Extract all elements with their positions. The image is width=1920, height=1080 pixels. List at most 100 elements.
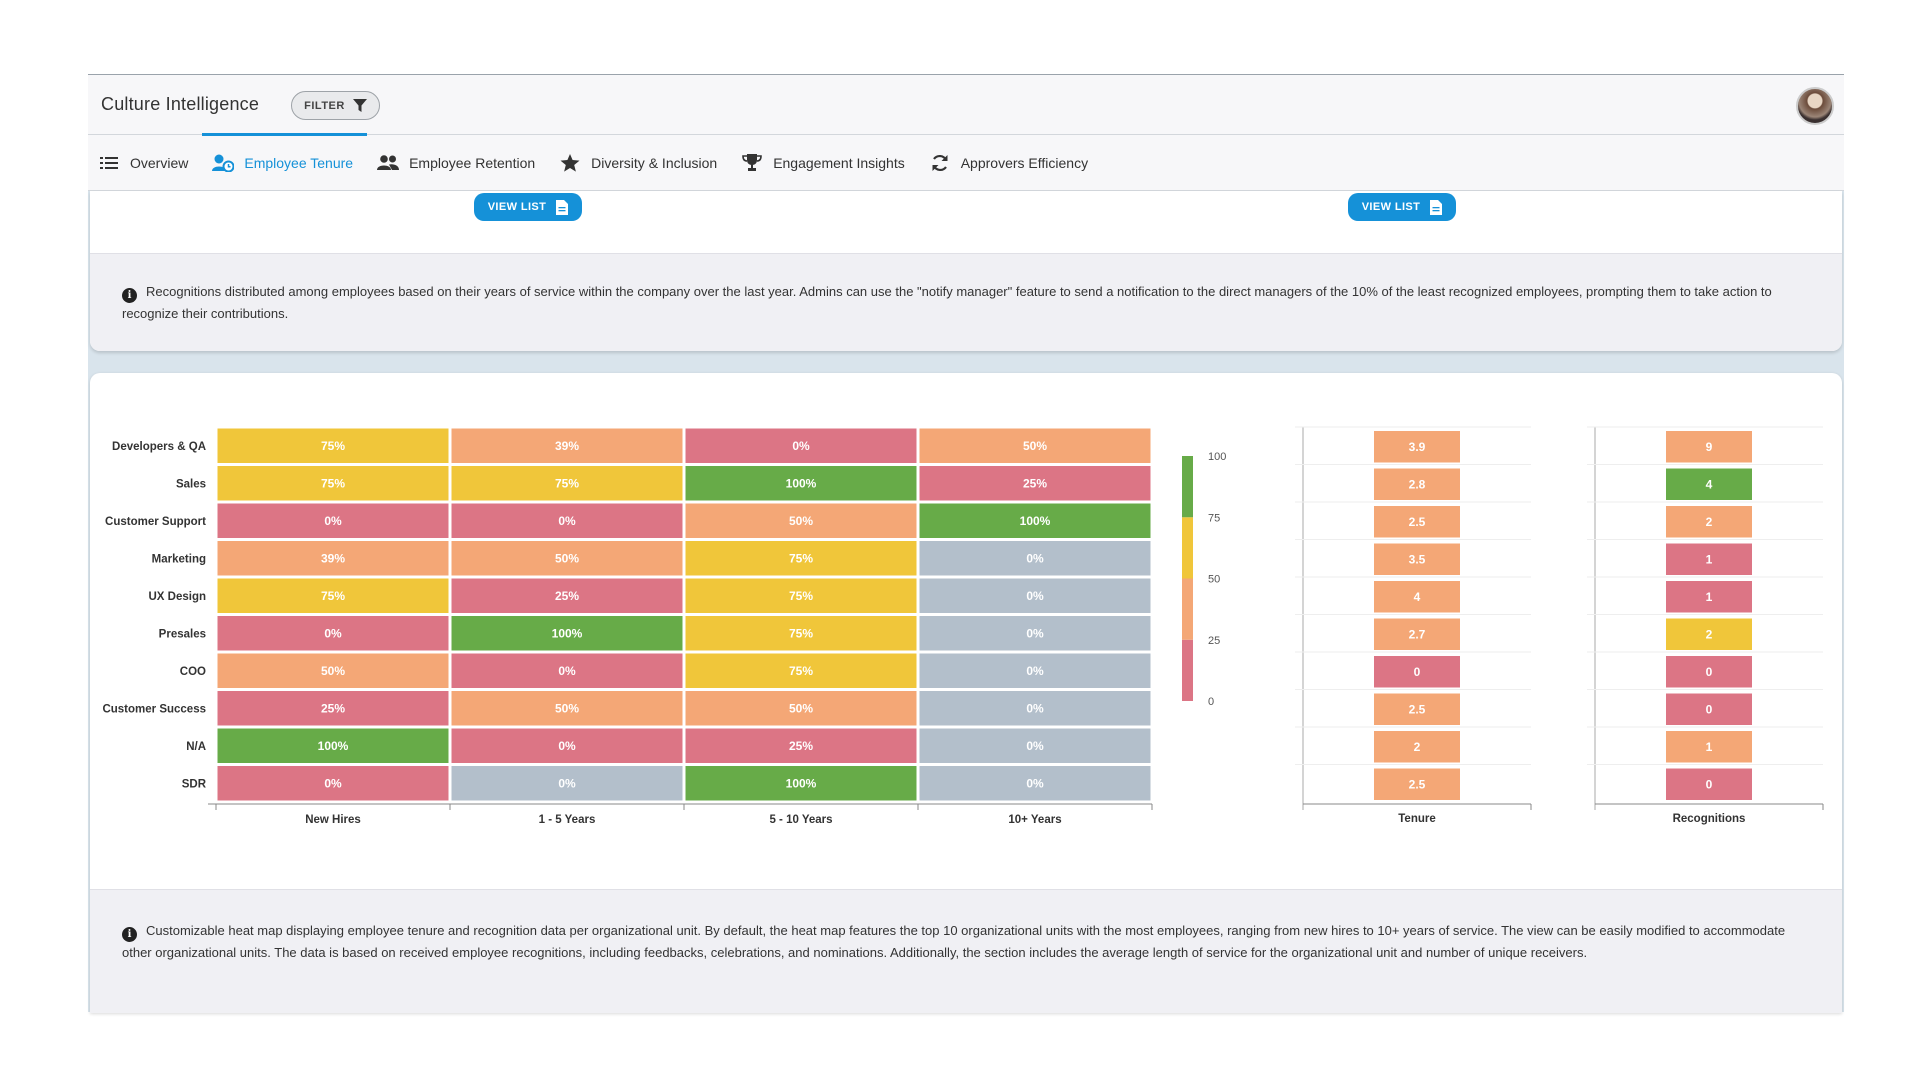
color-scale-tick: 0 [1208,696,1214,708]
heatmap-cell-label: 25% [321,701,345,715]
heatmap-cell [217,691,449,726]
heatmap-cell-label: 75% [789,626,813,640]
heatmap-row-label: N/A [186,741,206,753]
recognitions-column-label: Recognitions [1673,813,1746,825]
heatmap-cell-label: 0% [324,776,342,790]
heatmap-cell [919,691,1151,726]
recognitions-cell-label: 2 [1706,627,1713,641]
recognitions-cell [1666,543,1752,575]
recognitions-cell [1666,506,1752,538]
tab-diversity-inclusion[interactable]: Diversity & Inclusion [549,135,731,191]
heatmap-cell [685,466,917,501]
heatmap-cell [217,616,449,651]
filter-label: FILTER [304,99,345,112]
tenure-cell-label: 3.9 [1409,440,1426,454]
tenure-cell [1374,506,1460,538]
heatmap-cell [919,541,1151,576]
color-scale-tick: 50 [1208,574,1220,586]
heatmap-cell-label: 75% [321,439,345,453]
view-list-button[interactable]: VIEW LIST [1348,193,1456,221]
tenure-summary-card: VIEW LIST VIEW LIST i Recognitions distri… [90,191,1842,351]
color-scale-band [1182,578,1193,640]
info-icon: i [122,927,137,942]
heatmap-cell [919,466,1151,501]
heatmap-row-label: Marketing [152,553,206,565]
heatmap-cell [919,653,1151,688]
list-icon [98,154,120,172]
tenure-cell [1374,618,1460,650]
heatmap-cell [451,428,683,463]
heatmap-cell [451,578,683,613]
view-list-button[interactable]: VIEW LIST [474,193,582,221]
heatmap-cell-label: 100% [786,776,817,790]
heatmap-cell [451,616,683,651]
tenure-cell-label: 3.5 [1409,552,1426,566]
recognitions-cell-label: 0 [1706,777,1713,791]
recognitions-cell [1666,468,1752,500]
tenure-cell-label: 2 [1414,740,1421,754]
heatmap-cell-label: 0% [792,439,810,453]
heatmap-cell-label: 0% [558,664,576,678]
avatar[interactable] [1796,87,1834,125]
heatmap-cell-label: 75% [789,664,813,678]
tab-engagement-insights[interactable]: Engagement Insights [731,135,919,191]
tenure-cell [1374,731,1460,763]
tab-employee-retention[interactable]: Employee Retention [367,135,549,191]
recognitions-cell [1666,431,1752,463]
color-scale-band [1182,517,1193,579]
view-list-label: VIEW LIST [487,201,547,213]
color-scale-tick: 75 [1208,512,1220,524]
tenure-cell [1374,431,1460,463]
heatmap-cell [217,578,449,613]
tenure-info-text: Recognitions distributed among employees… [122,284,1772,321]
heatmap-cell-label: 75% [555,476,579,490]
heatmap-cell [685,653,917,688]
tab-employee-tenure[interactable]: Employee Tenure [202,132,367,191]
filter-button[interactable]: FILTER [291,91,380,120]
heatmap-cell-label: 0% [1026,589,1044,603]
tab-label: Overview [130,154,189,171]
heatmap-row-label: Customer Success [102,703,206,715]
recognitions-cell [1666,581,1752,613]
tab-overview[interactable]: Overview [88,135,202,191]
heatmap-cell [919,766,1151,801]
heatmap-cell-label: 25% [789,739,813,753]
heatmap-cell-label: 39% [321,551,345,565]
heatmap-cell-label: 100% [1020,514,1051,528]
tenure-heatmap-chart: Developers & QA 75% 39% 0% 50%Sales 75% 75% 100… [102,426,1824,826]
heatmap-cell [451,728,683,763]
users-icon [377,154,400,172]
heatmap-cell-label: 100% [318,739,349,753]
recognitions-cell-label: 1 [1706,552,1713,566]
heatmap-cell [451,466,683,501]
tab-approvers-efficiency[interactable]: Approvers Efficiency [919,135,1102,191]
info-icon: i [122,288,137,303]
heatmap-cell [451,541,683,576]
heatmap-cell-label: 100% [552,626,583,640]
tab-bar: Overview Employee Tenure Employee Retent… [88,132,1844,191]
recognitions-cell-label: 1 [1706,590,1713,604]
heatmap-cell-label: 75% [321,476,345,490]
heatmap-cell [919,503,1151,538]
color-scale-tick: 100 [1208,451,1226,463]
tab-label: Engagement Insights [773,154,905,171]
tenure-cell [1374,581,1460,613]
tab-label: Employee Tenure [244,154,354,171]
tab-label: Employee Retention [409,154,536,171]
tenure-cell-label: 2.7 [1409,627,1426,641]
tab-label: Diversity & Inclusion [591,154,718,171]
heatmap-cell-label: 0% [324,514,342,528]
heatmap-cell [919,616,1151,651]
heatmap-row-label: Developers & QA [112,441,206,453]
heatmap-cell [919,728,1151,763]
color-scale-band [1182,639,1193,701]
heatmap-cell-label: 50% [789,701,813,715]
tenure-info-box: i Recognitions distributed among employee… [90,253,1842,351]
heatmap-cell-label: 75% [321,589,345,603]
heatmap-row-label: Sales [176,478,206,490]
heatmap-cell [919,428,1151,463]
heatmap-cell [685,616,917,651]
heatmap-cell [685,541,917,576]
tenure-cell-label: 0 [1414,665,1421,679]
tenure-cell-label: 2.5 [1409,777,1426,791]
